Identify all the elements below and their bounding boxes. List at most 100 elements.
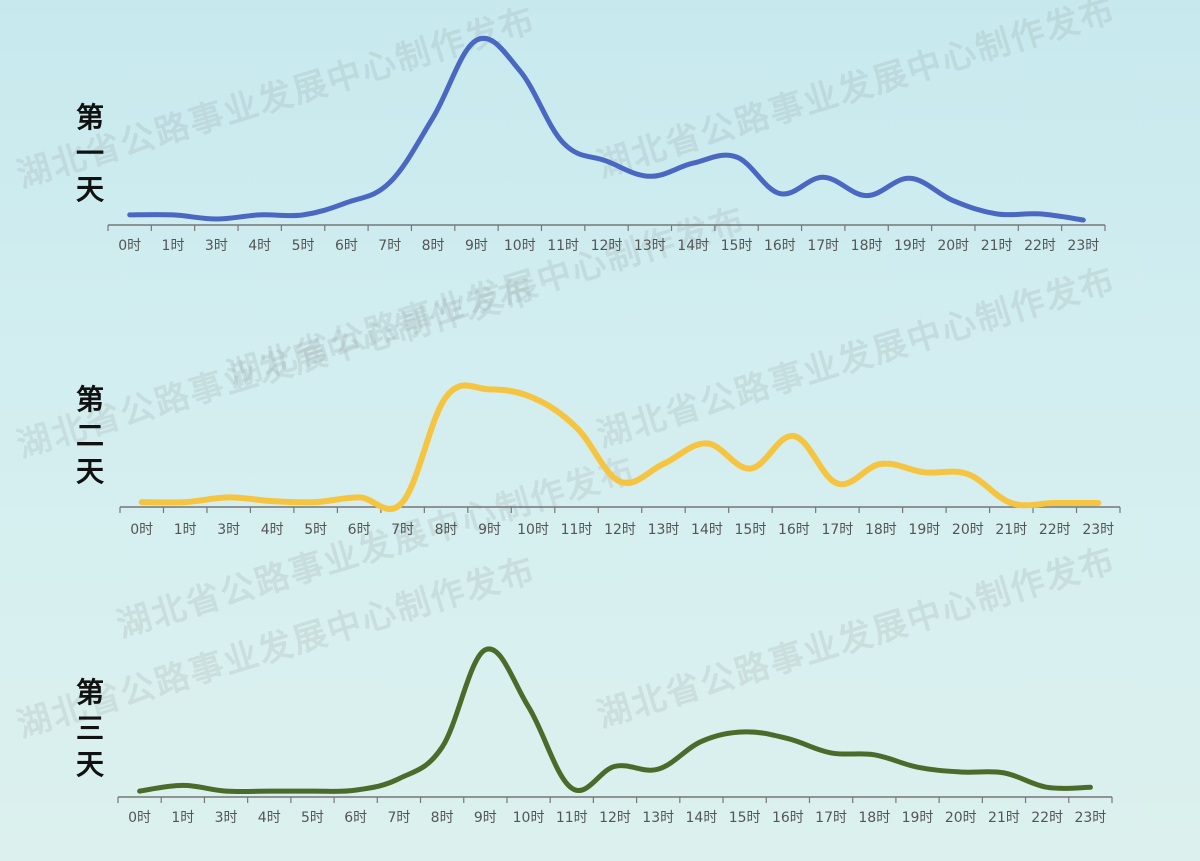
x-tick-label: 22时 (1024, 238, 1056, 254)
x-tick-label: 6时 (348, 522, 371, 538)
x-tick-label: 16时 (772, 810, 804, 826)
x-tick-label: 8时 (422, 238, 445, 254)
x-tick-label: 13时 (648, 522, 680, 538)
x-tick-label: 14时 (691, 522, 723, 538)
data-point (1002, 771, 1006, 775)
x-tick-label: 7时 (391, 522, 414, 538)
x-tick-label: 21时 (981, 238, 1013, 254)
data-point (662, 462, 666, 466)
data-point (748, 467, 752, 471)
data-point (656, 767, 660, 771)
data-point (267, 789, 271, 793)
data-point (995, 212, 999, 216)
x-tick-label: 20时 (945, 810, 977, 826)
data-point (699, 739, 703, 743)
data-point (613, 764, 617, 768)
x-tick-label: 9时 (474, 810, 497, 826)
x-tick-label: 9时 (478, 522, 501, 538)
x-tick-label: 1时 (171, 810, 194, 826)
data-point (270, 499, 274, 503)
data-point (531, 396, 535, 400)
x-tick-label: 10时 (513, 810, 545, 826)
x-tick-label: 22时 (1031, 810, 1063, 826)
data-point (397, 777, 401, 781)
data-point (865, 194, 869, 198)
x-tick-label: 4时 (248, 238, 271, 254)
x-tick-label: 12时 (591, 238, 623, 254)
data-point (138, 789, 142, 793)
data-point (1088, 785, 1092, 789)
x-tick-label: 11时 (547, 238, 579, 254)
x-tick-label: 4时 (258, 810, 281, 826)
data-point (301, 213, 305, 217)
x-tick-label: 17时 (815, 810, 847, 826)
x-tick-label: 15时 (735, 522, 767, 538)
data-point (140, 500, 144, 504)
series-line (130, 38, 1084, 220)
day-label-char: 一 (70, 136, 110, 172)
data-point (444, 395, 448, 399)
x-tick-label: 23时 (1082, 522, 1114, 538)
x-tick-label: 1时 (174, 522, 197, 538)
data-point (128, 213, 132, 217)
x-tick-label: 11时 (561, 522, 593, 538)
x-tick-label: 5时 (292, 238, 315, 254)
x-tick-label: 18时 (865, 522, 897, 538)
x-tick-label: 14时 (686, 810, 718, 826)
data-point (561, 141, 565, 145)
x-tick-label: 13时 (634, 238, 666, 254)
x-tick-label: 15时 (729, 810, 761, 826)
data-point (792, 434, 796, 438)
x-tick-label: 13时 (642, 810, 674, 826)
x-tick-label: 20时 (937, 238, 969, 254)
data-point (431, 115, 435, 119)
data-point (648, 174, 652, 178)
x-tick-label: 3时 (217, 522, 240, 538)
data-point (735, 155, 739, 159)
day-label-char: 天 (70, 747, 110, 783)
chart-day-1: 0时 1时 3时 4时 5时 6时 7时 8时 9时 10时 11时 12时 13时 14时 15时 16时 1… (108, 38, 1105, 254)
data-point (879, 462, 883, 466)
data-point (314, 500, 318, 504)
data-point (1053, 501, 1057, 505)
data-point (344, 201, 348, 205)
data-point (618, 480, 622, 484)
data-point (743, 730, 747, 734)
data-point (311, 789, 315, 793)
x-tick-label: 10时 (517, 522, 549, 538)
x-tick-label: 10时 (504, 238, 536, 254)
day-label-char: 第 (70, 382, 110, 418)
x-tick-label: 6时 (335, 238, 358, 254)
day-label-char: 二 (70, 418, 110, 454)
data-point (388, 180, 392, 184)
data-point (835, 482, 839, 486)
day-label-char: 第 (70, 100, 110, 136)
x-tick-label: 15时 (721, 238, 753, 254)
x-tick-label: 19时 (902, 810, 934, 826)
series-line (140, 649, 1091, 792)
x-tick-label: 16时 (764, 238, 796, 254)
x-tick-label: 6时 (344, 810, 367, 826)
data-point (951, 199, 955, 203)
x-tick-label: 19时 (894, 238, 926, 254)
x-tick-label: 17时 (807, 238, 839, 254)
data-point (1096, 501, 1100, 505)
data-point (1009, 501, 1013, 505)
day-label-char: 第 (70, 675, 110, 711)
x-tick-label: 18时 (858, 810, 890, 826)
data-point (527, 705, 531, 709)
x-tick-label: 0时 (118, 238, 141, 254)
x-tick-label: 18时 (851, 238, 883, 254)
chart-day-2: 0时 1时 3时 4时 5时 6时 7时 8时 9时 10时 11时 12时 13时 14时 15时 16时 1… (120, 385, 1120, 538)
data-point (605, 159, 609, 163)
data-point (821, 175, 825, 179)
x-tick-label: 8时 (431, 810, 454, 826)
day-label: 第一天 (70, 100, 110, 208)
x-tick-label: 22时 (1039, 522, 1071, 538)
data-point (786, 737, 790, 741)
series-line (142, 385, 1099, 509)
data-point (354, 788, 358, 792)
day-label: 第二天 (70, 382, 110, 490)
data-point (829, 751, 833, 755)
